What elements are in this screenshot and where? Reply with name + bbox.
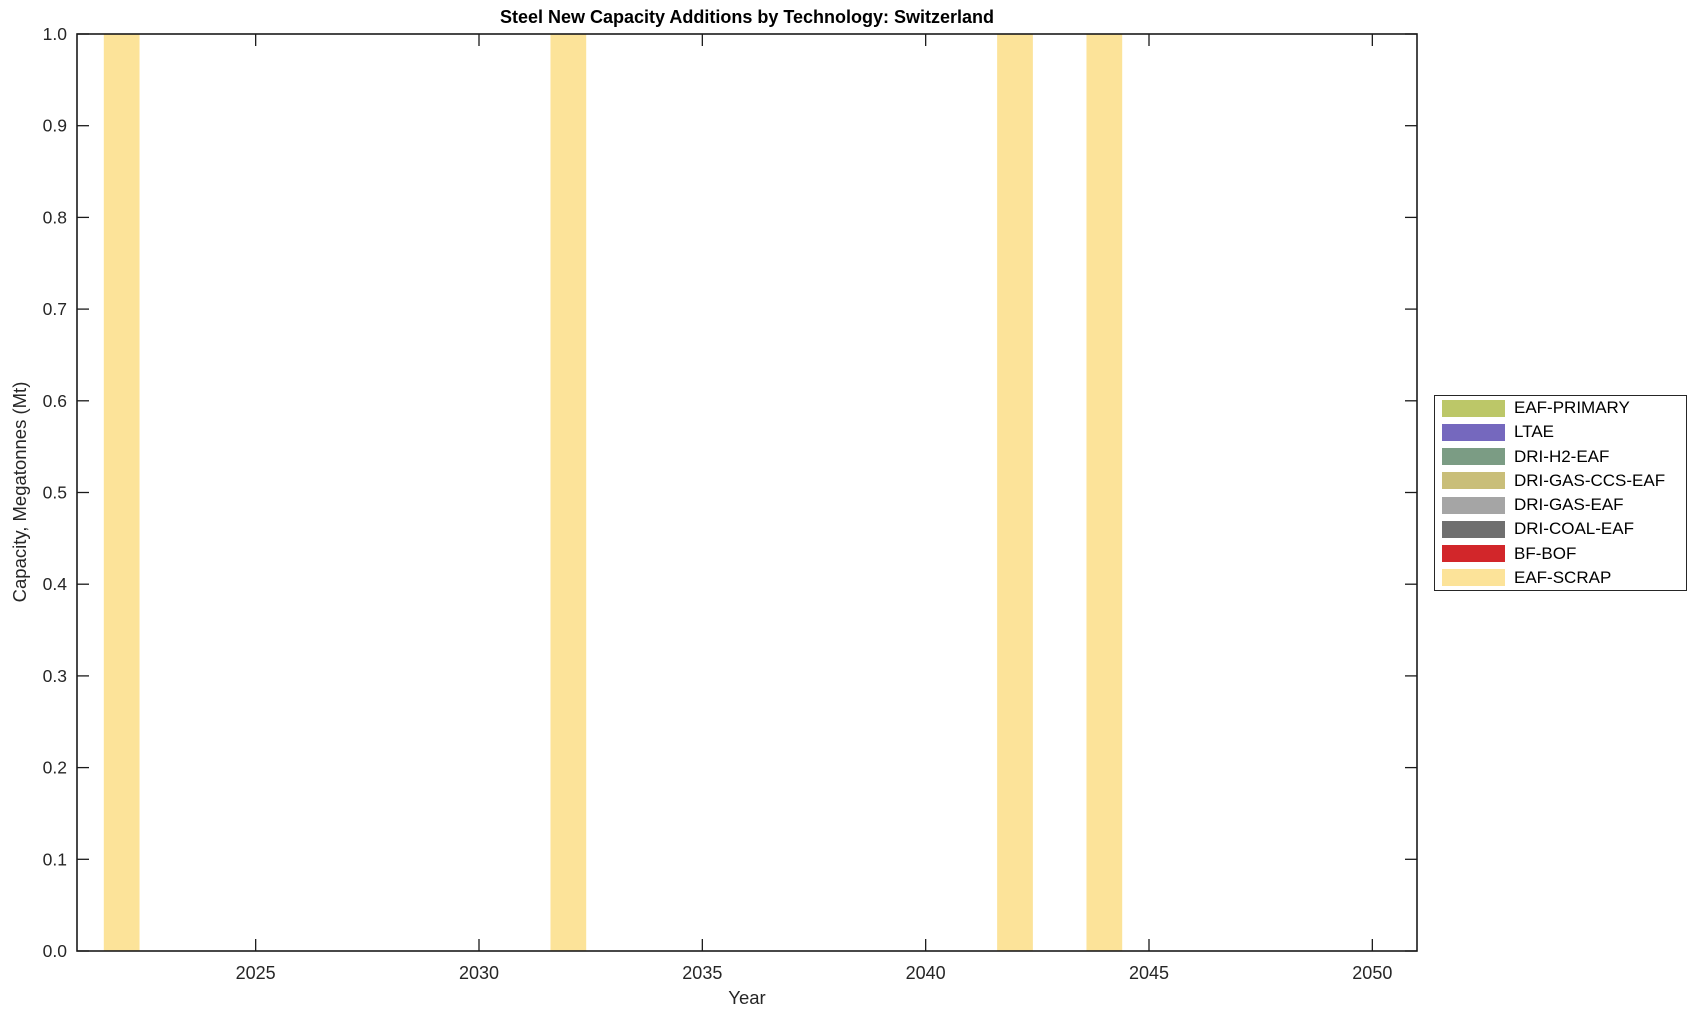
legend-label: LTAE — [1514, 422, 1554, 442]
x-tick-label: 2050 — [1352, 963, 1392, 983]
x-axis-label: Year — [728, 987, 766, 1008]
legend-swatch-dri-coal-eaf — [1442, 520, 1505, 538]
legend-swatch-eaf-scrap — [1442, 569, 1505, 587]
y-tick-label: 0.5 — [43, 483, 67, 503]
x-tick-label: 2035 — [682, 963, 722, 983]
x-tick-label: 2045 — [1129, 963, 1169, 983]
y-axis-label: Capacity, Megatonnes (Mt) — [9, 381, 30, 603]
legend-swatch-dri-gas-eaf — [1442, 496, 1505, 514]
legend-swatch-ltae — [1442, 423, 1505, 441]
legend-item-dri-h2-eaf: DRI-H2-EAF — [1442, 445, 1686, 469]
legend-swatch-dri-h2-eaf — [1442, 448, 1505, 466]
y-tick-label: 0.7 — [43, 299, 67, 319]
legend-item-eaf-primary: EAF-PRIMARY — [1442, 396, 1686, 420]
y-tick-label: 1.0 — [43, 24, 68, 44]
legend-swatch-bf-bof — [1442, 545, 1505, 563]
bar-eaf-scrap-2032 — [550, 34, 587, 951]
legend-label: BF-BOF — [1514, 543, 1577, 563]
legend-label: EAF-PRIMARY — [1514, 398, 1630, 418]
x-tick-label: 2040 — [906, 963, 946, 983]
x-tick-label: 2025 — [236, 963, 276, 983]
legend-item-dri-coal-eaf: DRI-COAL-EAF — [1442, 517, 1686, 541]
legend-item-dri-gas-ccs-eaf: DRI-GAS-CCS-EAF — [1442, 469, 1686, 493]
legend-item-bf-bof: BF-BOF — [1442, 542, 1686, 566]
legend-label: DRI-H2-EAF — [1514, 446, 1610, 466]
legend: EAF-PRIMARY LTAE DRI-H2-EAF DRI-GAS-CCS-EAF… — [1434, 395, 1687, 591]
y-tick-label: 0.2 — [43, 758, 67, 778]
legend-swatch-dri-gas-ccs-eaf — [1442, 472, 1505, 490]
y-tick-label: 0.4 — [43, 574, 68, 594]
y-tick-label: 0.3 — [43, 666, 67, 686]
legend-item-dri-gas-eaf: DRI-GAS-EAF — [1442, 493, 1686, 517]
legend-item-ltae: LTAE — [1442, 420, 1686, 444]
y-tick-label: 0.1 — [43, 849, 67, 869]
legend-label: DRI-GAS-EAF — [1514, 495, 1624, 515]
axes-box — [76, 33, 1418, 952]
bar-eaf-scrap-2042 — [997, 34, 1033, 951]
y-tick-label: 0.9 — [43, 116, 67, 136]
legend-swatch-eaf-primary — [1442, 399, 1505, 417]
bar-eaf-scrap-2044 — [1086, 34, 1123, 951]
legend-label: EAF-SCRAP — [1514, 567, 1612, 587]
legend-label: DRI-COAL-EAF — [1514, 519, 1634, 539]
chart-title: Steel New Capacity Additions by Technolo… — [499, 7, 995, 27]
y-tick-label: 0.0 — [43, 941, 68, 961]
legend-item-eaf-scrap: EAF-SCRAP — [1442, 566, 1686, 590]
bar-eaf-scrap-2022 — [103, 34, 140, 951]
x-tick-label: 2030 — [459, 963, 499, 983]
y-tick-label: 0.8 — [43, 207, 67, 227]
y-tick-label: 0.6 — [43, 391, 67, 411]
legend-label: DRI-GAS-CCS-EAF — [1514, 470, 1666, 490]
